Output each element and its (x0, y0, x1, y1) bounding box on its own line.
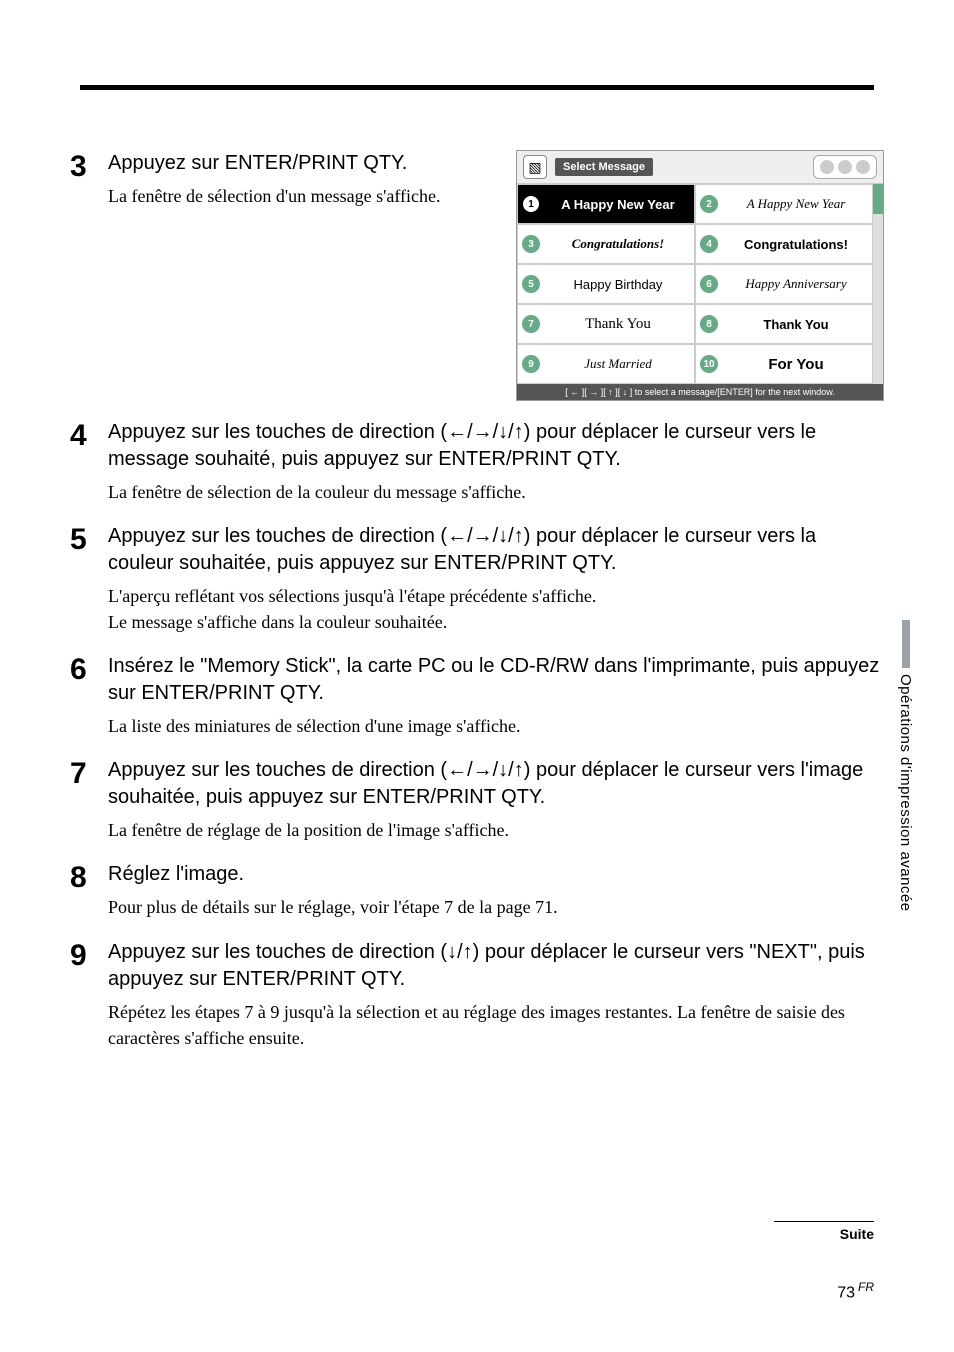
screenshot-title: Select Message (555, 158, 653, 176)
step-title: Appuyez sur les touches de direction (←/… (108, 523, 884, 577)
screenshot-footer-hint: [ ← ][ → ][ ↑ ][ ↓ ] to select a message… (517, 384, 883, 400)
step-title: Réglez l'image. (108, 861, 884, 888)
continued-label: Suite (774, 1226, 874, 1242)
message-option[interactable]: 10For You (695, 344, 873, 384)
step-desc: Répétez les étapes 7 à 9 jusqu'à la séle… (108, 999, 884, 1051)
step-9: 9 Appuyez sur les touches de direction (… (70, 939, 884, 1051)
step-3: 3 Appuyez sur ENTER/PRINT QTY. La fenêtr… (70, 150, 884, 401)
message-option[interactable]: 7Thank You (517, 304, 695, 344)
step-desc: La fenêtre de réglage de la position de … (108, 817, 884, 843)
step-number: 8 (70, 861, 108, 920)
screenshot-header: ▧ Select Message (517, 151, 883, 184)
message-option[interactable]: 4Congratulations! (695, 224, 873, 264)
step-number: 9 (70, 939, 108, 1051)
message-option[interactable]: 2A Happy New Year (695, 184, 873, 224)
section-side-tab: Opérations d'impression avancée (897, 620, 914, 1000)
step-number: 4 (70, 419, 108, 505)
progress-dots (813, 155, 877, 179)
side-tab-label: Opérations d'impression avancée (897, 674, 914, 912)
message-option[interactable]: 9Just Married (517, 344, 695, 384)
scrollbar[interactable] (873, 184, 883, 384)
message-option[interactable]: 3Congratulations! (517, 224, 695, 264)
step-desc: Pour plus de détails sur le réglage, voi… (108, 894, 884, 920)
page-number: 73 (837, 1284, 855, 1301)
step-8: 8 Réglez l'image. Pour plus de détails s… (70, 861, 884, 920)
step-desc: La fenêtre de sélection de la couleur du… (108, 479, 884, 505)
step-6: 6 Insérez le "Memory Stick", la carte PC… (70, 653, 884, 739)
message-option[interactable]: 1A Happy New Year (517, 184, 695, 224)
message-option[interactable]: 6Happy Anniversary (695, 264, 873, 304)
step-title: Appuyez sur les touches de direction (←/… (108, 419, 884, 473)
message-grid: 1A Happy New Year 2A Happy New Year 3Con… (517, 184, 883, 384)
step-number: 7 (70, 757, 108, 843)
step-desc: L'aperçu reflétant vos sélections jusqu'… (108, 583, 884, 635)
step-desc: La liste des miniatures de sélection d'u… (108, 713, 884, 739)
template-icon: ▧ (523, 155, 547, 179)
step-number: 3 (70, 150, 108, 401)
step-desc: La fenêtre de sélection d'un message s'a… (108, 183, 496, 209)
page-lang: FR (858, 1280, 874, 1294)
side-tab-marker (902, 620, 910, 668)
step-7: 7 Appuyez sur les touches de direction (… (70, 757, 884, 843)
step-number: 6 (70, 653, 108, 739)
message-option[interactable]: 5Happy Birthday (517, 264, 695, 304)
step-title: Appuyez sur les touches de direction (←/… (108, 757, 884, 811)
select-message-screenshot: ▧ Select Message 1A Happy New Year 2A Ha… (516, 150, 884, 401)
step-title: Appuyez sur ENTER/PRINT QTY. (108, 150, 496, 177)
message-option[interactable]: 8Thank You (695, 304, 873, 344)
header-rule (80, 85, 874, 90)
continued-indicator: Suite (774, 1221, 874, 1242)
step-5: 5 Appuyez sur les touches de direction (… (70, 523, 884, 635)
step-title: Insérez le "Memory Stick", la carte PC o… (108, 653, 884, 707)
step-4: 4 Appuyez sur les touches de direction (… (70, 419, 884, 505)
step-title: Appuyez sur les touches de direction (↓/… (108, 939, 884, 993)
page-footer: 73FR (837, 1280, 874, 1302)
step-number: 5 (70, 523, 108, 635)
